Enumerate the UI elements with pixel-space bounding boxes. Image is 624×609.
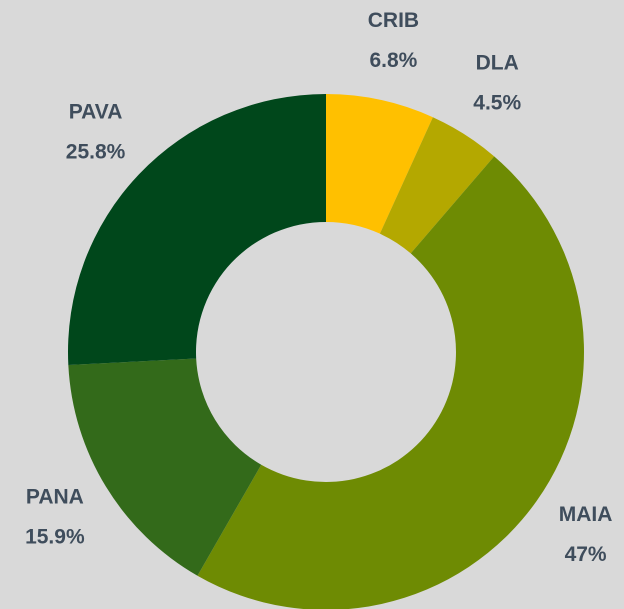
donut-slice <box>197 156 584 609</box>
slice-value-label: 25.8% <box>66 140 126 163</box>
slice-value-label: 47% <box>565 543 607 566</box>
slice-value-label: 4.5% <box>473 92 521 115</box>
donut-slice <box>68 94 327 365</box>
slice-value-label: 6.8% <box>369 49 417 72</box>
slice-value-label: 15.9% <box>25 526 85 549</box>
donut-slice <box>68 358 262 576</box>
slice-name: PANA <box>26 486 84 509</box>
slice-name: CRIB <box>368 9 419 32</box>
slice-name: MAIA <box>559 503 613 526</box>
donut-slice <box>326 94 433 234</box>
slice-name: PAVA <box>69 100 123 123</box>
donut-slice <box>379 117 495 254</box>
slice-name: DLA <box>476 52 519 75</box>
